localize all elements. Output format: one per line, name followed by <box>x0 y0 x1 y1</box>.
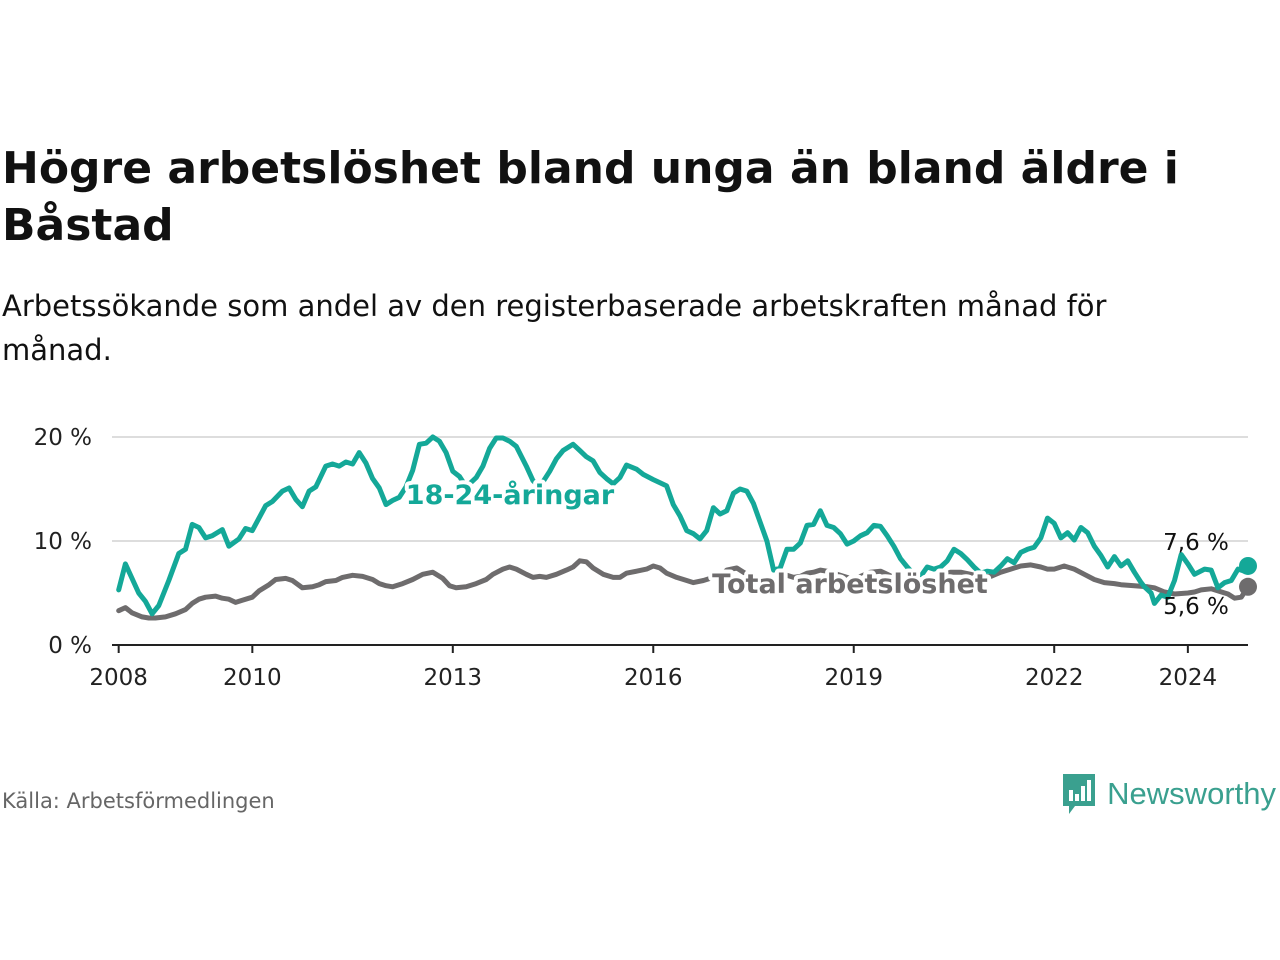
x-tick-label: 2010 <box>223 665 282 691</box>
y-axis-ticks: 0 % 10 % 20 % <box>34 425 92 659</box>
end-label-youth: 7,6 % <box>1163 530 1229 556</box>
y-tick-label: 20 % <box>34 425 92 451</box>
end-point-total <box>1239 577 1257 596</box>
x-tick-label: 2019 <box>824 665 883 691</box>
end-point-youth <box>1239 556 1257 575</box>
series-line-youth <box>116 434 1251 617</box>
x-tick-label: 2008 <box>89 665 148 691</box>
x-tick-label: 2024 <box>1159 665 1218 691</box>
x-tick-label: 2013 <box>424 665 483 691</box>
x-axis-ticks: 2008 2010 2013 2016 2019 2022 2024 <box>89 645 1217 691</box>
end-label-total: 5,6 % <box>1163 594 1229 620</box>
x-tick-label: 2016 <box>624 665 683 691</box>
brand-name: Newsworthy <box>1107 776 1276 811</box>
series-lines <box>116 434 1257 621</box>
chart-subtitle: Arbetssökande som andel av den registerb… <box>2 289 1107 367</box>
source-note: Källa: Arbetsförmedlingen <box>2 789 275 813</box>
y-tick-label: 10 % <box>34 529 92 555</box>
line-chart: 0 % 10 % 20 % 2008 2010 2013 2016 2019 2022 2024… <box>34 425 1257 691</box>
series-label-total: Total arbetslöshet <box>712 569 988 600</box>
series-labels: 18-24-åringar Total arbetslöshet 7,6 % 5,6 … <box>402 475 1229 620</box>
gridlines <box>112 436 1248 646</box>
series-line-total <box>116 558 1251 621</box>
chart-title: Högre arbetslöshet bland unga än bland ä… <box>2 143 1179 251</box>
bar-chart-logo-icon <box>1063 774 1096 814</box>
series-label-youth: 18-24-åringar <box>406 479 615 511</box>
y-tick-label: 0 % <box>48 633 92 659</box>
brand-logo: Newsworthy <box>1061 772 1276 816</box>
x-tick-label: 2022 <box>1025 665 1084 691</box>
